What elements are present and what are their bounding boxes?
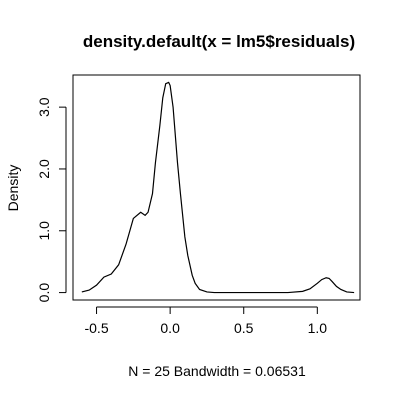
plot-frame bbox=[72, 74, 361, 301]
y-tick-label: 2.0 bbox=[36, 159, 52, 179]
x-tick-label: 1.0 bbox=[308, 320, 328, 336]
y-tick-label: 3.0 bbox=[36, 97, 52, 117]
chart-title: density.default(x = lm5$residuals) bbox=[83, 32, 355, 51]
x-axis: -0.5 0.0 0.5 1.0 bbox=[84, 306, 328, 336]
y-tick-label: 1.0 bbox=[36, 221, 52, 241]
x-tick-label: 0.0 bbox=[160, 320, 180, 336]
x-axis-label: N = 25 Bandwidth = 0.06531 bbox=[128, 363, 306, 379]
y-axis: 0.0 1.0 2.0 3.0 bbox=[36, 97, 67, 303]
density-curve bbox=[81, 81, 355, 294]
x-tick-label: -0.5 bbox=[84, 320, 108, 336]
x-tick-label: 0.5 bbox=[234, 320, 254, 336]
y-tick-label: 0.0 bbox=[36, 283, 52, 303]
y-axis-label: Density bbox=[5, 165, 21, 212]
